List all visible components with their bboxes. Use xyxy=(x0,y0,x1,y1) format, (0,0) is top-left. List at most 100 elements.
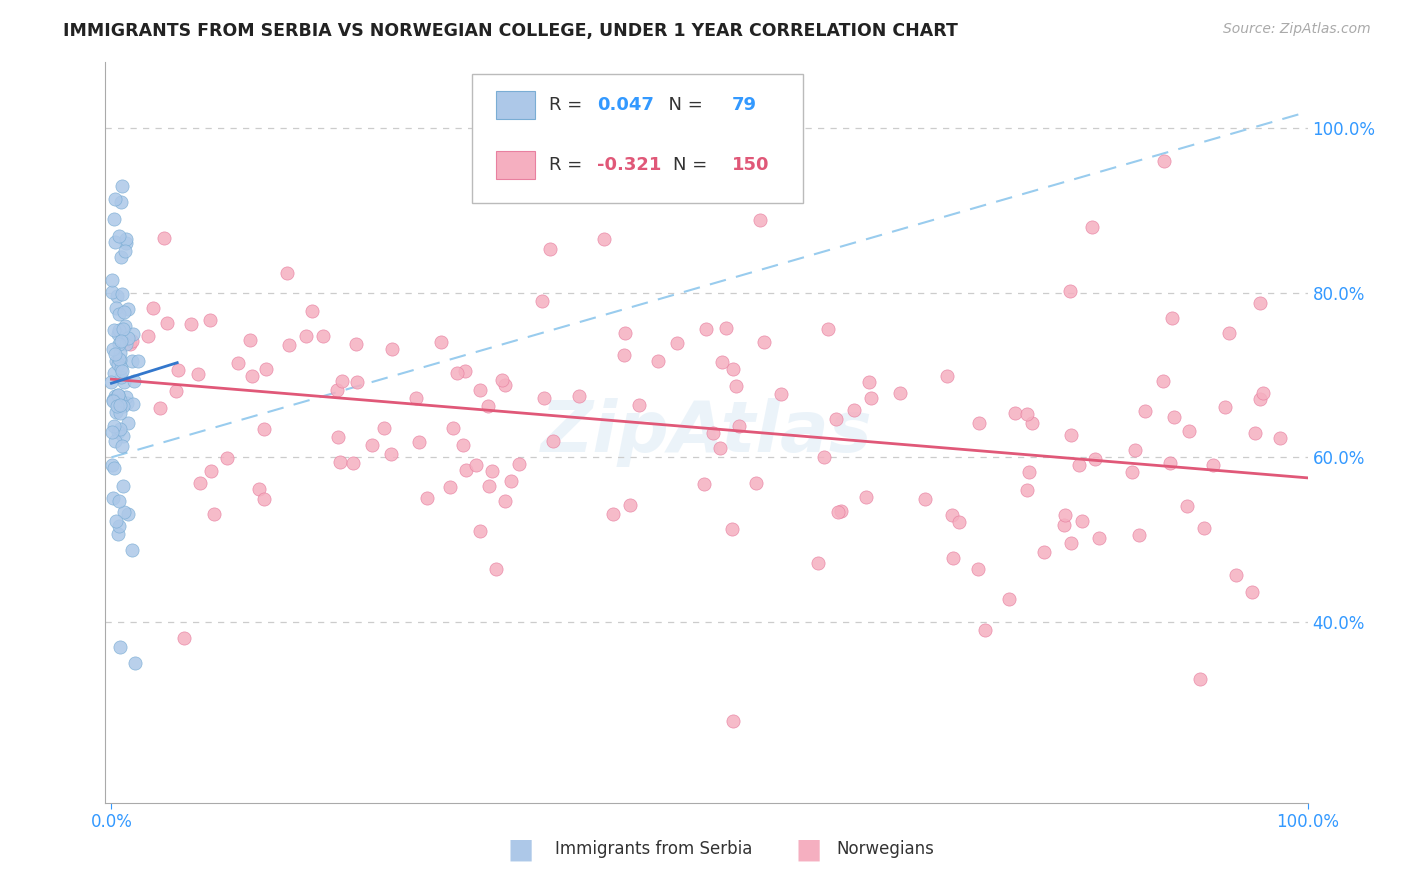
Point xyxy=(494,378,516,392)
Point xyxy=(538,243,561,257)
Point xyxy=(1069,458,1091,472)
Point xyxy=(1175,499,1198,513)
Point xyxy=(107,388,129,402)
Point xyxy=(342,456,364,470)
Point xyxy=(188,476,211,491)
Point xyxy=(111,479,134,493)
Point xyxy=(108,351,131,366)
Point xyxy=(114,390,136,404)
Text: 150: 150 xyxy=(731,156,769,174)
Point xyxy=(110,250,132,264)
Point xyxy=(247,482,270,496)
Point xyxy=(380,447,402,461)
Point xyxy=(721,362,744,376)
Point xyxy=(110,195,132,210)
Point xyxy=(842,403,865,417)
Point xyxy=(312,328,335,343)
Bar xyxy=(496,91,534,120)
Point xyxy=(118,336,141,351)
Point xyxy=(108,307,131,321)
Point xyxy=(180,317,202,331)
Point xyxy=(226,355,249,369)
Point xyxy=(104,405,127,419)
Point xyxy=(256,362,278,376)
Point xyxy=(104,353,127,368)
Point xyxy=(855,491,877,505)
Text: -0.321: -0.321 xyxy=(598,156,661,174)
Point xyxy=(859,391,882,405)
Point xyxy=(104,301,127,315)
Point xyxy=(381,342,404,356)
Point xyxy=(242,369,264,384)
Point xyxy=(105,288,128,302)
Point xyxy=(110,406,132,420)
Point xyxy=(439,480,461,494)
Point xyxy=(239,333,262,347)
Point xyxy=(253,422,276,436)
Point xyxy=(1133,404,1156,418)
Point xyxy=(325,383,347,397)
Point xyxy=(104,514,127,528)
Point xyxy=(967,416,990,430)
Point xyxy=(827,504,849,518)
Point xyxy=(1088,531,1111,545)
Point xyxy=(108,228,131,243)
Point xyxy=(647,353,669,368)
Text: N =: N = xyxy=(673,156,713,174)
Point xyxy=(1054,508,1077,522)
Point xyxy=(117,507,139,521)
Point xyxy=(108,323,131,337)
Point xyxy=(665,336,688,351)
Point xyxy=(103,211,125,226)
Point xyxy=(948,516,970,530)
Point xyxy=(373,421,395,435)
Y-axis label: College, Under 1 year: College, Under 1 year xyxy=(0,342,8,524)
Point xyxy=(725,379,748,393)
Point xyxy=(100,425,122,439)
Point xyxy=(103,460,125,475)
Point xyxy=(107,425,129,439)
Point xyxy=(111,287,134,301)
Point xyxy=(727,418,749,433)
Point xyxy=(748,213,770,227)
Point xyxy=(114,319,136,334)
Point xyxy=(593,232,616,246)
Point xyxy=(533,391,555,405)
Point xyxy=(277,338,299,352)
Point xyxy=(108,352,131,367)
Point xyxy=(454,462,477,476)
Point xyxy=(451,438,474,452)
Point xyxy=(136,329,159,343)
Text: ZipAtlas: ZipAtlas xyxy=(541,398,872,467)
Point xyxy=(173,632,195,646)
Point xyxy=(1225,568,1247,582)
Text: ■: ■ xyxy=(508,835,533,863)
Point xyxy=(111,429,134,443)
Point xyxy=(1218,326,1240,341)
Point xyxy=(111,364,134,378)
Point xyxy=(1017,483,1039,497)
Point xyxy=(114,337,136,351)
Point xyxy=(117,331,139,345)
Point xyxy=(1161,311,1184,326)
Point xyxy=(108,493,131,508)
Point xyxy=(104,347,127,361)
Point xyxy=(115,236,138,251)
Point xyxy=(101,394,124,409)
Point xyxy=(361,438,384,452)
Point xyxy=(107,388,129,402)
Point xyxy=(101,285,124,300)
Point xyxy=(187,368,209,382)
FancyBboxPatch shape xyxy=(472,73,803,203)
Point xyxy=(441,421,464,435)
Point xyxy=(508,457,530,471)
Point xyxy=(104,235,127,250)
Point xyxy=(1153,154,1175,169)
Point xyxy=(967,562,990,576)
Point xyxy=(110,361,132,376)
Point xyxy=(889,385,911,400)
Point xyxy=(101,491,124,506)
Point xyxy=(858,376,880,390)
Point xyxy=(104,389,127,403)
Point xyxy=(330,374,353,388)
